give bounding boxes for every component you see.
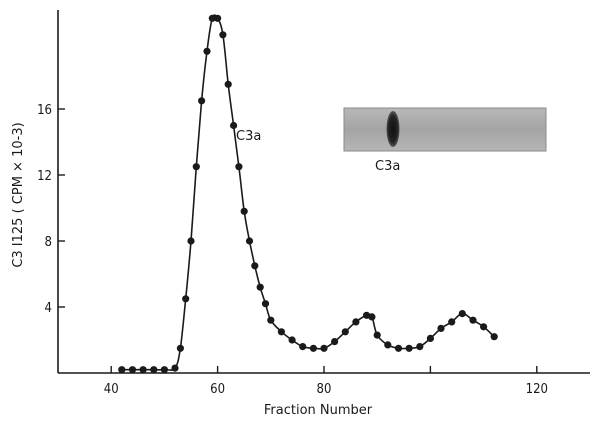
data-point [245,237,254,245]
gel-band-label: C3a [375,159,400,174]
data-point [230,121,238,130]
peak-annotation-c3a: C3a [236,129,261,144]
data-point [261,300,270,308]
y-axis-ticks: 4 8 12 16 [37,103,65,316]
data-point [182,295,190,303]
data-point [405,344,413,352]
data-point [448,318,456,326]
data-point [208,14,216,22]
data-point [373,331,381,339]
x-axis-ticks: 40 60 80 120 [104,366,548,397]
series-elution-profile [118,14,498,374]
data-point [235,163,243,171]
data-point [331,338,339,346]
data-point [251,262,259,270]
data-point [277,328,285,336]
data-point [384,341,392,349]
data-point [187,237,195,245]
x-tick-label: 60 [210,382,225,397]
y-tick-label: 16 [37,103,52,118]
data-point [490,333,498,341]
data-point [219,31,227,39]
data-point [309,344,317,352]
data-point [458,310,466,318]
data-point [341,328,349,336]
data-point [320,344,328,352]
data-point [214,14,222,22]
data-point [118,366,126,374]
data-point [267,316,275,324]
data-point [480,323,488,331]
data-point [203,47,211,55]
data-point [368,313,376,321]
data-point [416,343,424,351]
data-point [171,364,179,372]
data-point [160,366,168,374]
data-point [256,283,264,291]
gel-strip [343,107,547,152]
data-point [224,80,232,88]
y-tick-label: 8 [45,235,52,250]
x-tick-label: 40 [104,382,119,397]
gel-inset: C3a [343,107,547,174]
x-tick-label: 120 [526,382,548,397]
y-axis-title: C3 I125 ( CPM × 10-3) [11,122,26,267]
data-point [299,343,307,351]
data-point [150,366,158,374]
data-point [176,344,184,352]
data-point [198,97,206,105]
data-point [139,366,147,374]
x-axis-title: Fraction Number [264,403,373,418]
y-tick-label: 4 [45,301,52,316]
data-point [128,366,137,374]
x-tick-label: 80 [317,382,332,397]
series-line [121,14,495,371]
data-point [288,336,296,344]
data-point [240,207,248,215]
gel-band [386,111,400,147]
data-point [469,316,477,324]
data-point [426,334,434,342]
data-point [192,163,200,171]
data-point [394,344,403,352]
data-point [352,318,360,326]
y-tick-label: 12 [37,169,52,184]
data-point [437,324,445,332]
